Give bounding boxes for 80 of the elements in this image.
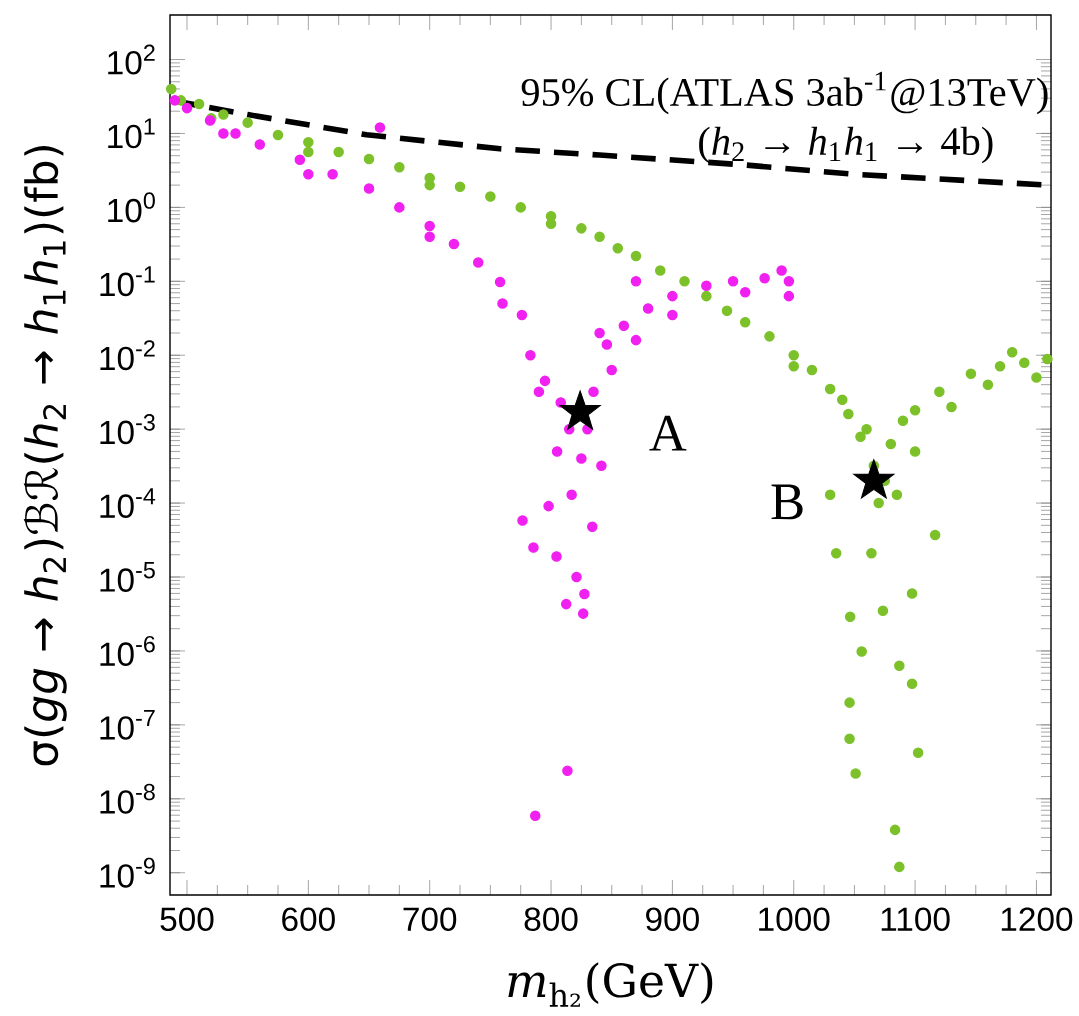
y-tick-label: 10$^{-8}$ xyxy=(100,783,155,814)
y-tick-label: 10$^{1}$ xyxy=(108,118,155,149)
point xyxy=(560,598,572,610)
point xyxy=(472,257,484,268)
y-tick-label: 10$^{-1}$ xyxy=(100,266,155,297)
x-tick-label: 1000 xyxy=(759,907,830,932)
text: σ(gg → h$_{2}$)ℬℛ(h$_{2}$ → h$_{1}$h$_{1}$)(fb) xyxy=(23,146,67,766)
point xyxy=(551,551,562,562)
point xyxy=(539,375,551,387)
point xyxy=(588,386,599,398)
y-tick-label: 10$^{-4}$ xyxy=(100,488,156,519)
point xyxy=(169,95,181,106)
point xyxy=(618,320,630,332)
point xyxy=(783,290,795,302)
point xyxy=(630,334,642,346)
point xyxy=(525,349,536,361)
point xyxy=(424,220,435,232)
point xyxy=(543,500,554,512)
annotation: 95% CL(ATLAS 3ab$^{-1}$@13TeV) xyxy=(521,71,1048,115)
text: (h$_{2}$ → h$_{1}$h$_{1}$ → 4b) xyxy=(699,126,993,164)
point xyxy=(759,272,770,284)
y-tick-label: 10$^{-2}$ xyxy=(100,340,155,371)
point xyxy=(374,122,386,133)
point xyxy=(587,521,598,532)
point xyxy=(853,459,895,499)
point xyxy=(701,280,712,292)
point xyxy=(642,303,654,314)
y-tick-label: 10$^{-5}$ xyxy=(100,562,155,592)
point xyxy=(667,290,678,302)
annotation: A xyxy=(649,415,687,451)
point xyxy=(783,276,795,287)
y-tick-label: 10$^{-9}$ xyxy=(100,857,155,888)
point xyxy=(254,139,266,150)
y-tick-label: 10$^{-7}$ xyxy=(100,709,155,740)
point xyxy=(571,571,582,583)
point xyxy=(218,128,229,139)
point xyxy=(562,765,573,776)
point xyxy=(727,276,739,287)
annotation: B xyxy=(771,484,803,520)
y-tick-label: 10$^{0}$ xyxy=(108,192,155,223)
point xyxy=(181,102,193,114)
point xyxy=(594,327,605,339)
x-tick-label: 900 xyxy=(646,907,699,932)
point xyxy=(533,386,545,398)
point xyxy=(667,309,678,321)
x-tick-label: 800 xyxy=(524,907,578,932)
point xyxy=(579,588,590,600)
point xyxy=(230,128,241,139)
y-tick-label: 10$^{-3}$ xyxy=(100,414,155,445)
point xyxy=(497,298,508,309)
point xyxy=(576,453,587,464)
x-tick-label: 500 xyxy=(160,907,214,932)
y-tick-label: 10$^{2}$ xyxy=(108,44,155,75)
point xyxy=(303,169,314,180)
point xyxy=(528,542,539,553)
point xyxy=(776,265,787,276)
x-tick-label: 1100 xyxy=(881,907,950,932)
point xyxy=(529,810,541,822)
point xyxy=(516,309,528,321)
point xyxy=(294,154,306,166)
point xyxy=(448,238,460,250)
point xyxy=(596,460,607,472)
point xyxy=(394,202,405,213)
y-tick-label: 10$^{-6}$ xyxy=(100,635,155,666)
x-tick-label: 600 xyxy=(282,907,335,932)
point xyxy=(363,183,375,194)
point xyxy=(494,276,506,288)
x-axis-title: m$_{h₂}$(GeV) xyxy=(508,962,713,1007)
point xyxy=(327,169,338,180)
point xyxy=(424,231,435,243)
point xyxy=(739,287,751,298)
point xyxy=(551,446,563,457)
point xyxy=(517,515,528,526)
x-tick-label: 1200 xyxy=(1001,907,1073,932)
point xyxy=(566,489,577,500)
point xyxy=(606,364,617,376)
point xyxy=(601,339,613,350)
point xyxy=(577,608,589,619)
point xyxy=(630,276,642,287)
x-tick-label: 700 xyxy=(403,907,457,932)
